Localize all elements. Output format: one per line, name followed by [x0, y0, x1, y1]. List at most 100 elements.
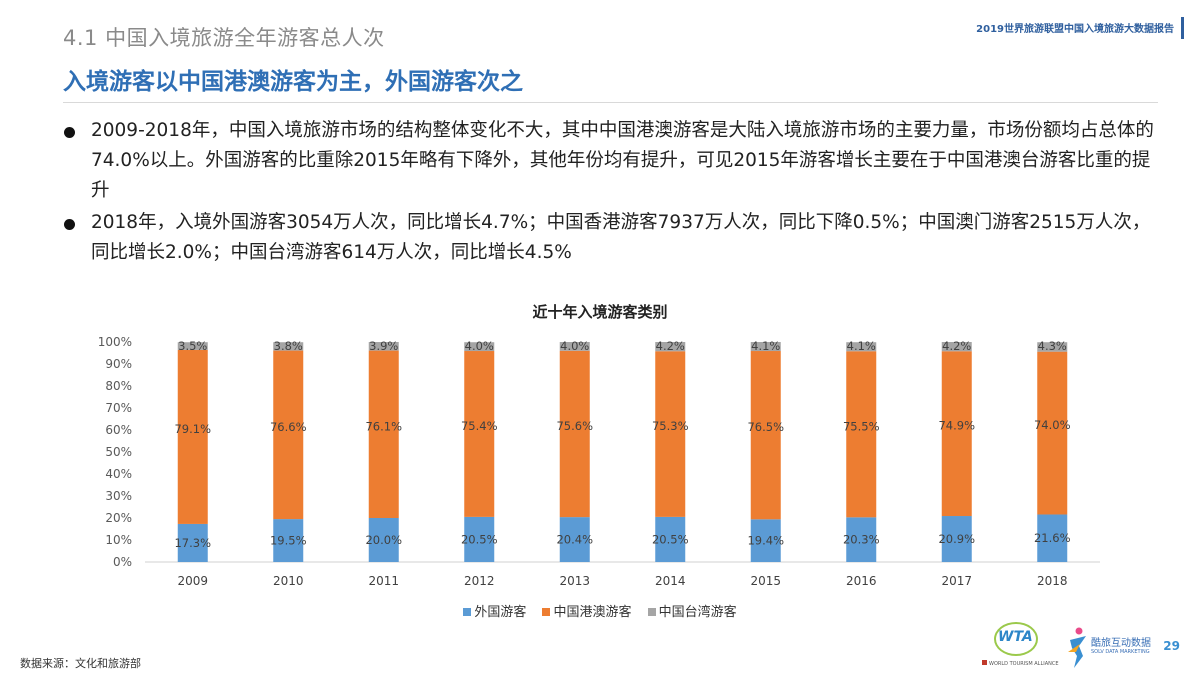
- bullet-dot-icon: [64, 219, 75, 230]
- page-number: 29: [1163, 639, 1180, 653]
- legend-swatch: [542, 608, 551, 616]
- data-label: 3.5%: [178, 339, 207, 353]
- data-label: 19.4%: [747, 534, 784, 548]
- data-label: 74.0%: [1034, 418, 1071, 432]
- bar-segment: [177, 349, 208, 524]
- bar-segment: [655, 351, 686, 517]
- bar-segment: [177, 342, 208, 350]
- chart-title: 近十年入境游客类别: [532, 303, 668, 321]
- x-tick-label: 2009: [177, 574, 208, 588]
- data-label: 76.5%: [747, 420, 784, 434]
- data-label: 20.0%: [365, 533, 402, 547]
- bar-segment: [368, 350, 399, 518]
- wta-logo-text: WTA: [998, 629, 1033, 645]
- header-accent-bar: [1181, 17, 1184, 39]
- y-tick-label: 80%: [105, 379, 132, 393]
- data-label: 76.1%: [365, 419, 402, 433]
- report-name: 2019世界旅游联盟中国入境旅游大数据报告: [976, 24, 1174, 35]
- data-label: 75.5%: [843, 419, 880, 433]
- data-label: 4.1%: [751, 339, 780, 353]
- data-source-note: 数据来源：文化和旅游部: [20, 657, 141, 670]
- y-tick-label: 30%: [105, 489, 132, 503]
- bullet-item: 2018年，入境外国游客3054万人次，同比增长4.7%；中国香港游客7937万…: [62, 208, 1162, 268]
- y-tick-label: 90%: [105, 357, 132, 371]
- data-label: 4.2%: [942, 339, 971, 353]
- data-label: 19.5%: [270, 534, 307, 548]
- x-tick-label: 2014: [655, 574, 686, 588]
- bar-segment: [941, 351, 972, 517]
- bar-segment: [1037, 514, 1068, 562]
- legend-label: 外国游客: [474, 605, 527, 620]
- section-title: 4.1 中国入境旅游全年游客总人次: [63, 26, 385, 50]
- sdm-logo: 酷旅互动数据 SOLV DATA MARKETING: [1066, 626, 1152, 670]
- bar-segment: [655, 516, 686, 562]
- runner-figure-icon: [1068, 627, 1086, 668]
- y-tick-label: 0%: [113, 555, 132, 569]
- legend-swatch: [463, 608, 472, 616]
- bar-segment: [177, 523, 208, 562]
- bar-segment: [750, 342, 781, 352]
- bar-segment: [846, 342, 877, 352]
- bar-segment: [559, 342, 590, 351]
- x-tick-label: 2010: [273, 574, 304, 588]
- bar-segment: [273, 519, 304, 562]
- bar-segment: [464, 516, 495, 562]
- data-label: 3.9%: [369, 339, 398, 353]
- x-tick-label: 2015: [750, 574, 781, 588]
- bar-segment: [655, 342, 686, 352]
- bar-segment: [1037, 351, 1068, 515]
- data-label: 4.1%: [847, 339, 876, 353]
- y-tick-label: 20%: [105, 511, 132, 525]
- bar-segment: [464, 351, 495, 517]
- bar-segment: [559, 517, 590, 562]
- x-tick-label: 2016: [846, 574, 877, 588]
- wta-logo-subtitle: WORLD TOURISM ALLIANCE: [982, 660, 1059, 667]
- bar-segment: [559, 350, 590, 518]
- y-tick-label: 70%: [105, 401, 132, 415]
- bar-segment: [273, 350, 304, 520]
- bar-segment: [846, 351, 877, 518]
- bullet-dot-icon: [64, 127, 75, 138]
- sdm-logo-cn: 酷旅互动数据: [1091, 638, 1151, 649]
- y-tick-label: 100%: [98, 335, 132, 349]
- legend-item-taiwan: 中国台湾游客: [647, 601, 737, 620]
- bar-segment: [750, 519, 781, 562]
- bullet-text: 2009-2018年，中国入境旅游市场的结构整体变化不大，其中中国港澳游客是大陆…: [91, 120, 1154, 201]
- x-tick-label: 2013: [559, 574, 590, 588]
- x-tick-label: 2017: [941, 574, 972, 588]
- wta-subtitle-text: WORLD TOURISM ALLIANCE: [989, 661, 1059, 667]
- bar-segment: [368, 342, 399, 351]
- legend-swatch: [647, 608, 656, 616]
- bullet-text: 2018年，入境外国游客3054万人次，同比增长4.7%；中国香港游客7937万…: [91, 212, 1151, 263]
- wta-red-square-icon: [982, 660, 987, 665]
- data-label: 79.1%: [174, 422, 211, 436]
- x-tick-label: 2012: [464, 574, 495, 588]
- bar-segment: [941, 516, 972, 562]
- data-label: 75.4%: [461, 419, 498, 433]
- data-label: 76.6%: [270, 420, 307, 434]
- wta-logo: WTA WORLD TOURISM ALLIANCE: [982, 622, 1059, 668]
- bullet-item: 2009-2018年，中国入境旅游市场的结构整体变化不大，其中中国港澳游客是大陆…: [62, 116, 1162, 206]
- chart-legend: 外国游客 中国港澳游客 中国台湾游客: [0, 601, 1200, 620]
- headline-divider: [63, 102, 1158, 103]
- bullet-list: 2009-2018年，中国入境旅游市场的结构整体变化不大，其中中国港澳游客是大陆…: [62, 116, 1162, 270]
- x-tick-label: 2011: [368, 574, 399, 588]
- y-tick-label: 40%: [105, 467, 132, 481]
- data-label: 4.3%: [1038, 339, 1067, 353]
- legend-label: 中国台湾游客: [658, 605, 737, 620]
- data-label: 74.9%: [938, 419, 975, 433]
- data-label: 75.6%: [556, 419, 593, 433]
- bar-segment: [846, 517, 877, 562]
- x-tick-label: 2018: [1037, 574, 1068, 588]
- data-label: 3.8%: [274, 339, 303, 353]
- data-label: 20.5%: [652, 532, 689, 546]
- page-headline: 入境游客以中国港澳游客为主，外国游客次之: [63, 69, 523, 95]
- sdm-logo-en: SOLV DATA MARKETING: [1091, 649, 1150, 655]
- data-label: 21.6%: [1034, 531, 1071, 545]
- data-label: 20.4%: [556, 533, 593, 547]
- bar-segment: [273, 342, 304, 351]
- y-tick-label: 10%: [105, 533, 132, 547]
- data-label: 4.0%: [560, 339, 589, 353]
- bar-segment: [941, 342, 972, 352]
